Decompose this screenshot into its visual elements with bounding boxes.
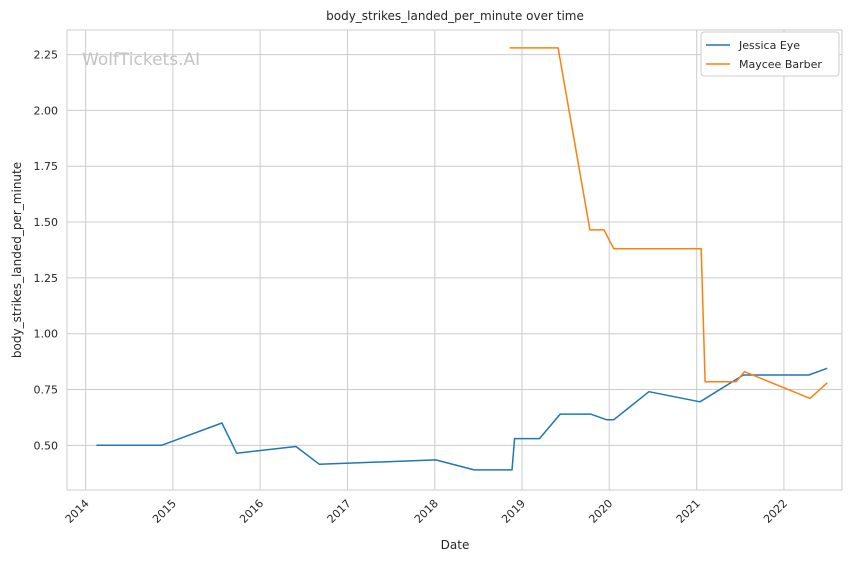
legend-entries: Jessica Eye Maycee Barber (706, 39, 822, 71)
legend-label: Jessica Eye (738, 39, 800, 52)
y-tick-label: 2.00 (34, 104, 59, 117)
y-tick-label: 2.25 (34, 49, 59, 62)
grid (67, 30, 842, 490)
series-line-maycee-barber (509, 47, 828, 400)
legend-box (700, 31, 840, 77)
y-axis-title: body_strikes_landed_per_minute (10, 162, 24, 358)
series-layer (96, 47, 828, 471)
y-tick-label: 1.75 (34, 160, 59, 173)
legend: Jessica Eye Maycee Barber (700, 31, 840, 77)
series-line-jessica-eye (96, 367, 828, 471)
y-tick-label: 1.25 (34, 272, 59, 285)
watermark: WolfTickets.AI (82, 50, 200, 70)
x-axis-title: Date (441, 538, 470, 552)
y-tick-labels: 0.50 0.75 1.00 1.25 1.50 1.75 2.00 2.25 (34, 49, 59, 453)
y-tick-label: 1.50 (34, 216, 59, 229)
y-tick-label: 0.50 (34, 439, 59, 452)
chart-title: body_strikes_landed_per_minute over time (326, 9, 584, 23)
y-tick-label: 0.75 (34, 384, 59, 397)
plot-frame (66, 29, 843, 491)
legend-label: Maycee Barber (739, 58, 822, 71)
y-tick-label: 1.00 (34, 328, 59, 341)
